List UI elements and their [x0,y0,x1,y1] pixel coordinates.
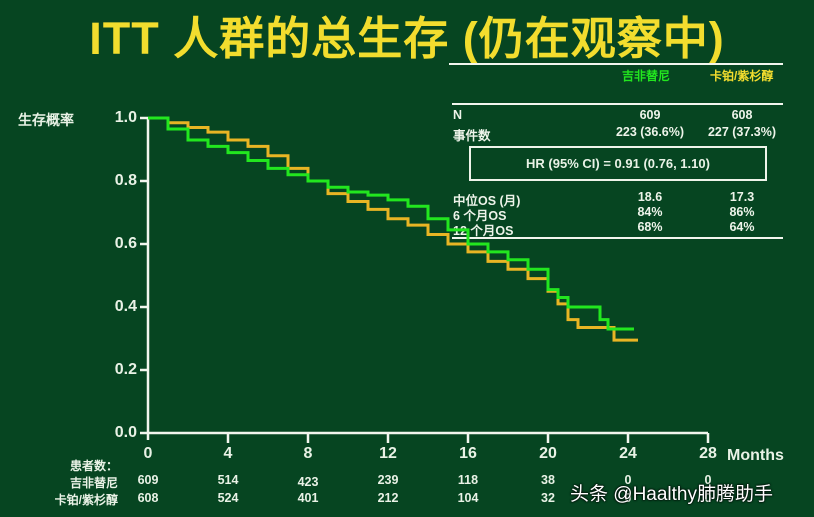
x-tick-label: 24 [619,445,637,462]
x-tick-label: 8 [303,445,313,462]
at-risk-value: 38 [541,473,555,487]
row-os6-carbo: 86% [729,205,755,219]
title-underline [449,63,783,65]
chart-title: ITT 人群的总生存 (仍在观察中) [89,13,725,64]
x-axis-label: Months [727,447,784,464]
row-events-carbo: 227 (37.3%) [707,125,777,139]
row-os12-carbo: 64% [729,220,755,234]
at-risk-value: 0 [624,491,632,505]
at-risk-value: 609 [137,473,159,487]
at-risk-value: 423 [297,475,319,489]
at-risk-value: 608 [137,491,159,505]
curve-gefitinib [148,116,634,331]
x-tick-label: 16 [459,445,477,462]
y-tick-label: 1.0 [114,109,137,126]
y-tick-label: 0.4 [114,298,137,315]
at-risk-value: 239 [377,473,399,487]
row-n-gefitinib: 609 [639,108,661,122]
hazard-ratio-box: HR (95% CI) = 0.91 (0.76, 1.10) [469,146,767,181]
at-risk-value: 212 [377,491,399,505]
y-tick-label: 0.6 [114,235,137,252]
row-os6-label: 6 个月OS [453,209,507,223]
at-risk-title: 患者数： [69,459,118,473]
at-risk-label-gefitinib: 吉非替尼 [69,476,118,490]
y-axis-label: 生存概率 [18,112,74,128]
y-tick-label: 0.0 [114,424,137,441]
row-os6-gefitinib: 84% [637,205,663,219]
at-risk-value: 104 [457,491,479,505]
at-risk-value: 514 [217,473,239,487]
x-tick-label: 4 [223,445,233,462]
row-median-os-gefitinib: 18.6 [637,190,663,204]
row-median-os-carbo: 17.3 [729,190,755,204]
at-risk-value: 0 [704,491,712,505]
at-risk-value: 118 [457,473,479,487]
x-tick-label: 20 [539,445,557,462]
table-top-rule [452,103,783,105]
row-os12-gefitinib: 68% [637,220,663,234]
table-bottom-rule [452,237,783,239]
axes [140,116,710,443]
row-n-label: N [453,108,463,122]
at-risk-value: 0 [624,473,632,487]
y-tick-label: 0.8 [114,172,137,189]
x-tick-label: 0 [143,445,153,462]
at-risk-value: 401 [297,491,319,505]
legend-gefitinib: 吉非替尼 [622,69,671,83]
curve-carbo-paclitaxel [148,116,638,342]
at-risk-value: 0 [704,473,712,487]
row-n-carbo: 608 [731,108,753,122]
at-risk-value: 524 [217,491,239,505]
legend-carbo-paclitaxel: 卡铂/紫杉醇 [710,69,774,83]
y-tick-label: 0.2 [114,361,137,378]
x-tick-label: 12 [379,445,397,462]
x-tick-label: 28 [699,445,717,462]
at-risk-value: 32 [541,491,555,505]
at-risk-label-carbo: 卡铂/紫杉醇 [54,493,118,507]
row-median-os-label: 中位OS (月) [453,194,521,208]
row-events-label: 事件数 [453,129,491,143]
watermark: 头条 @Haalthy肺腾助手 [570,484,773,505]
row-events-gefitinib: 223 (36.6%) [615,125,685,139]
